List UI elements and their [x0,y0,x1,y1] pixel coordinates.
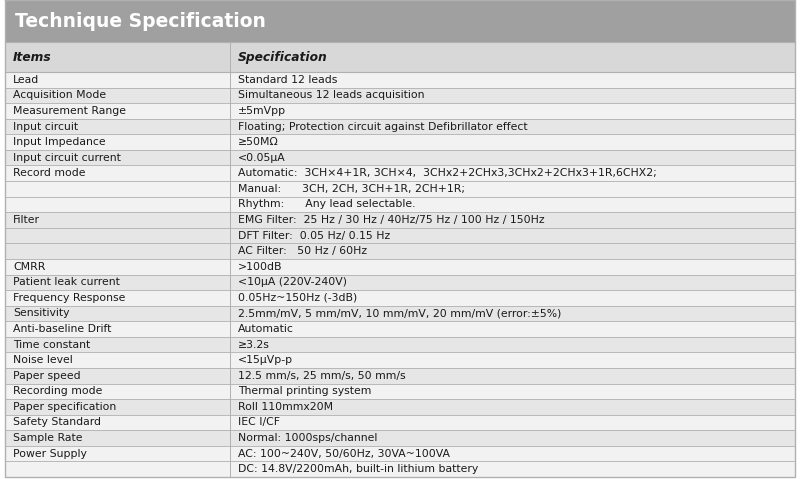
Bar [5,243,795,259]
Text: Rhythm:      Any lead selectable.: Rhythm: Any lead selectable. [238,199,416,209]
Bar [5,0,795,42]
Text: Items: Items [13,50,52,64]
Text: Frequency Response: Frequency Response [13,293,126,303]
Bar [5,306,795,321]
Text: Power Supply: Power Supply [13,449,87,458]
Text: DFT Filter:  0.05 Hz/ 0.15 Hz: DFT Filter: 0.05 Hz/ 0.15 Hz [238,230,390,240]
Bar [5,461,795,477]
Bar [5,42,795,72]
Text: Paper specification: Paper specification [13,402,116,412]
Text: Acquisition Mode: Acquisition Mode [13,91,106,101]
Text: Normal: 1000sps/channel: Normal: 1000sps/channel [238,433,378,443]
Bar [5,274,795,290]
Bar [5,321,795,337]
Text: 12.5 mm/s, 25 mm/s, 50 mm/s: 12.5 mm/s, 25 mm/s, 50 mm/s [238,371,406,381]
Bar [5,228,795,243]
Text: ±5mVpp: ±5mVpp [238,106,286,116]
Text: ≥3.2s: ≥3.2s [238,340,270,350]
Text: <10μA (220V-240V): <10μA (220V-240V) [238,277,347,287]
Bar [5,415,795,430]
Bar [5,103,795,119]
Bar [5,134,795,150]
Text: Technique Specification: Technique Specification [15,11,266,31]
Text: DC: 14.8V/2200mAh, built-in lithium battery: DC: 14.8V/2200mAh, built-in lithium batt… [238,464,478,474]
Bar [5,368,795,384]
Text: Thermal printing system: Thermal printing system [238,387,371,396]
Text: Floating; Protection circuit against Defibrillator effect: Floating; Protection circuit against Def… [238,122,528,132]
Text: <15μVp-p: <15μVp-p [238,355,294,365]
Text: Noise level: Noise level [13,355,73,365]
Bar [5,72,795,88]
Text: Record mode: Record mode [13,168,86,178]
Bar [5,399,795,415]
Bar [5,430,795,446]
Bar [5,353,795,368]
Text: Safety Standard: Safety Standard [13,418,101,427]
Text: EMG Filter:  25 Hz / 30 Hz / 40Hz/75 Hz / 100 Hz / 150Hz: EMG Filter: 25 Hz / 30 Hz / 40Hz/75 Hz /… [238,215,545,225]
Bar [5,150,795,165]
Text: Input Impedance: Input Impedance [13,137,106,147]
Text: IEC I/CF: IEC I/CF [238,418,280,427]
Text: Time constant: Time constant [13,340,90,350]
Bar [5,119,795,134]
Text: Anti-baseline Drift: Anti-baseline Drift [13,324,111,334]
Text: Patient leak current: Patient leak current [13,277,120,287]
Text: <0.05μA: <0.05μA [238,153,286,163]
Text: Manual:      3CH, 2CH, 3CH+1R, 2CH+1R;: Manual: 3CH, 2CH, 3CH+1R, 2CH+1R; [238,184,465,194]
Text: Paper speed: Paper speed [13,371,81,381]
Text: Sensitivity: Sensitivity [13,308,70,319]
Text: CMRR: CMRR [13,262,46,272]
Bar [5,165,795,181]
Text: Input circuit: Input circuit [13,122,78,132]
Text: Filter: Filter [13,215,40,225]
Bar [5,290,795,306]
Bar [5,181,795,196]
Text: AC Filter:   50 Hz / 60Hz: AC Filter: 50 Hz / 60Hz [238,246,367,256]
Text: 2.5mm/mV, 5 mm/mV, 10 mm/mV, 20 mm/mV (error:±5%): 2.5mm/mV, 5 mm/mV, 10 mm/mV, 20 mm/mV (e… [238,308,562,319]
Text: Recording mode: Recording mode [13,387,102,396]
Bar [5,337,795,353]
Text: AC: 100~240V, 50/60Hz, 30VA~100VA: AC: 100~240V, 50/60Hz, 30VA~100VA [238,449,450,458]
Text: Sample Rate: Sample Rate [13,433,82,443]
Text: ≥50MΩ: ≥50MΩ [238,137,279,147]
Text: >100dB: >100dB [238,262,282,272]
Bar [5,196,795,212]
Text: Roll 110mmx20M: Roll 110mmx20M [238,402,334,412]
Text: Measurement Range: Measurement Range [13,106,126,116]
Bar [5,88,795,103]
Text: 0.05Hz~150Hz (-3dB): 0.05Hz~150Hz (-3dB) [238,293,358,303]
Text: Simultaneous 12 leads acquisition: Simultaneous 12 leads acquisition [238,91,425,101]
Text: Lead: Lead [13,75,39,85]
Text: Input circuit current: Input circuit current [13,153,121,163]
Text: Automatic: Automatic [238,324,294,334]
Bar [5,384,795,399]
Bar [5,446,795,461]
Text: Standard 12 leads: Standard 12 leads [238,75,338,85]
Text: Automatic:  3CH×4+1R, 3CH×4,  3CHx2+2CHx3,3CHx2+2CHx3+1R,6CHX2;: Automatic: 3CH×4+1R, 3CH×4, 3CHx2+2CHx3,… [238,168,657,178]
Bar [5,212,795,228]
Bar [5,259,795,274]
Text: Specification: Specification [238,50,328,64]
